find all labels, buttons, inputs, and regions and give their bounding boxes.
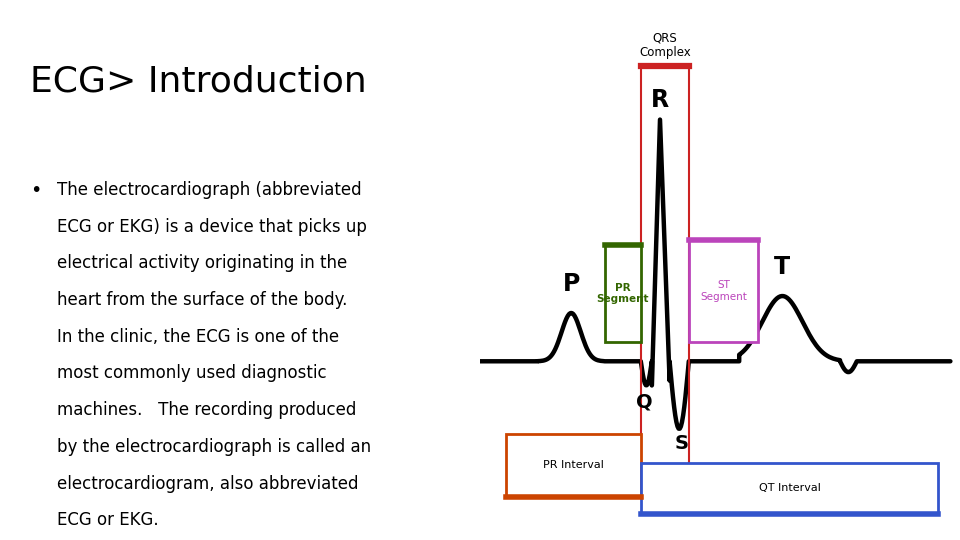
Text: QRS
Complex: QRS Complex xyxy=(639,31,690,59)
Text: •: • xyxy=(30,181,41,200)
Text: R: R xyxy=(651,89,669,112)
Text: In the clinic, the ECG is one of the: In the clinic, the ECG is one of the xyxy=(58,328,340,346)
Text: ECG> Introduction: ECG> Introduction xyxy=(30,65,367,99)
Text: S: S xyxy=(675,434,688,453)
Text: heart from the surface of the body.: heart from the surface of the body. xyxy=(58,291,348,309)
Bar xyxy=(507,434,641,497)
Text: electrical activity originating in the: electrical activity originating in the xyxy=(58,254,348,272)
Text: electrocardiogram, also abbreviated: electrocardiogram, also abbreviated xyxy=(58,475,359,492)
Text: machines.   The recording produced: machines. The recording produced xyxy=(58,401,357,419)
Text: T: T xyxy=(775,255,790,279)
Text: by the electrocardiograph is called an: by the electrocardiograph is called an xyxy=(58,438,372,456)
Text: QT Interval: QT Interval xyxy=(758,483,821,493)
Bar xyxy=(641,463,938,514)
Text: PR
Segment: PR Segment xyxy=(596,283,649,305)
Text: ECG or EKG.: ECG or EKG. xyxy=(58,511,159,529)
Text: Q: Q xyxy=(636,393,653,411)
Text: The electrocardiograph (abbreviated: The electrocardiograph (abbreviated xyxy=(58,181,362,199)
Text: P: P xyxy=(563,272,580,296)
Text: most commonly used diagnostic: most commonly used diagnostic xyxy=(58,364,327,382)
Text: ECG or EKG) is a device that picks up: ECG or EKG) is a device that picks up xyxy=(58,218,368,235)
Text: ST
Segment: ST Segment xyxy=(700,280,747,302)
Bar xyxy=(688,240,758,342)
Text: PR Interval: PR Interval xyxy=(543,460,604,470)
Bar xyxy=(605,245,641,342)
